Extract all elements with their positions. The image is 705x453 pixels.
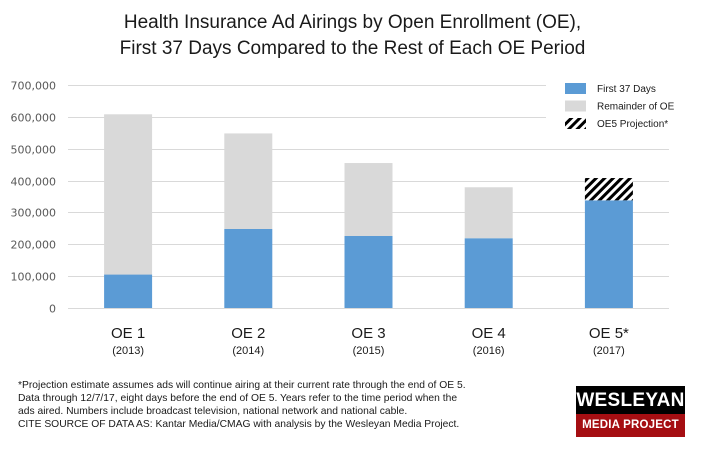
y-tick-label: 300,000 <box>11 207 57 220</box>
y-tick-label: 700,000 <box>11 80 57 93</box>
bar-segment-remainder-of-oe <box>224 133 273 229</box>
footnote-line: *Projection estimate assumes ads will co… <box>18 380 466 391</box>
bar-segment-remainder-of-oe <box>104 114 153 275</box>
x-axis-categories: OE 1 (2013) OE 2 (2014) OE 3 (2015) OE 4 (2016)… <box>111 325 629 357</box>
bar-segment-remainder-of-oe <box>344 163 393 237</box>
x-category-year: (2016) <box>473 345 505 357</box>
y-tick-label: 0 <box>49 303 56 316</box>
bars <box>104 114 633 308</box>
bar-segment-oe5-projection <box>584 178 633 201</box>
legend-label: First 37 Days <box>597 84 656 95</box>
legend-swatch <box>565 83 586 94</box>
y-tick-label: 100,000 <box>11 271 57 284</box>
logo-line-2: MEDIA PROJECT <box>576 414 685 437</box>
x-category-label: OE 5* <box>589 325 629 342</box>
bar-segment-first-37-days <box>584 200 633 308</box>
x-category-year: (2015) <box>353 345 385 357</box>
chart-title: Health Insurance Ad Airings by Open Enro… <box>123 12 582 33</box>
footnote-line: Data through 12/7/17, eight days before … <box>18 393 458 404</box>
gridlines <box>68 85 669 309</box>
bar-chart: 0 100,000 200,000 300,000 400,000 500,000 600,… <box>11 80 675 358</box>
footnote-line: CITE SOURCE OF DATA AS: Kantar Media/CMA… <box>18 419 460 430</box>
bar-segment-first-37-days <box>104 274 153 308</box>
x-category-year: (2014) <box>232 345 264 357</box>
y-tick-label: 200,000 <box>11 239 57 252</box>
chart-title-block: Health Insurance Ad Airings by Open Enro… <box>0 10 705 62</box>
wesleyan-media-project-logo: WESLEYAN MEDIA PROJECT <box>576 386 685 437</box>
legend: First 37 Days Remainder of OE OE5 Projecti… <box>565 83 675 130</box>
legend-label: OE5 Projection* <box>597 119 668 130</box>
x-category-label: OE 1 <box>111 325 145 342</box>
x-category-year: (2017) <box>593 345 625 357</box>
legend-swatch <box>565 118 586 129</box>
footnote-line: ads aired. Numbers include broadcast tel… <box>18 406 408 417</box>
legend-label: Remainder of OE <box>597 102 675 113</box>
bar-segment-remainder-of-oe <box>464 187 513 239</box>
x-category-year: (2013) <box>112 345 144 357</box>
logo-line-1: WESLEYAN <box>576 386 685 414</box>
x-category-label: OE 2 <box>231 325 265 342</box>
y-axis-ticks: 0 100,000 200,000 300,000 400,000 500,000 600,… <box>11 80 57 316</box>
footnotes: *Projection estimate assumes ads will co… <box>18 379 466 431</box>
legend-swatch <box>565 100 586 112</box>
bar-segment-first-37-days <box>224 228 273 308</box>
y-tick-label: 400,000 <box>11 176 57 189</box>
bar-segment-first-37-days <box>344 236 393 308</box>
bar-segment-first-37-days <box>464 238 513 308</box>
x-category-label: OE 4 <box>472 325 506 342</box>
x-category-label: OE 3 <box>351 325 385 342</box>
y-tick-label: 600,000 <box>11 112 57 125</box>
y-tick-label: 500,000 <box>11 144 57 157</box>
chart-subtitle: First 37 Days Compared to the Rest of Ea… <box>119 38 586 59</box>
